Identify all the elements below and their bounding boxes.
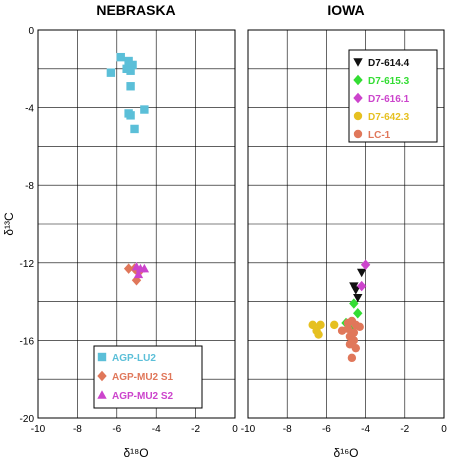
data-point bbox=[316, 320, 325, 330]
legend-label: D7-642.3 bbox=[368, 112, 410, 123]
data-point bbox=[126, 82, 135, 91]
legend-label: D7-614.4 bbox=[368, 58, 410, 69]
iowa-panel: IOWA -10 -8 -6 -4 -2 0 δ¹⁶O D7-614.4D7-615.3D… bbox=[241, 2, 447, 460]
panel-title: NEBRASKA bbox=[96, 2, 175, 18]
data-point bbox=[131, 275, 142, 286]
y-tick-label: 0 bbox=[28, 26, 34, 37]
data-point bbox=[128, 60, 137, 70]
x-tick-label: -2 bbox=[400, 424, 409, 435]
x-tick-label: -4 bbox=[152, 424, 161, 435]
data-point bbox=[349, 298, 359, 309]
y-tick-label: -20 bbox=[20, 414, 35, 425]
legend-marker bbox=[353, 58, 363, 67]
panel-title: IOWA bbox=[327, 2, 364, 18]
legend-label: AGP-MU2 S2 bbox=[112, 391, 174, 402]
x-tick-label: -8 bbox=[73, 424, 82, 435]
legend: AGP-LU2 AGP-MU2 S1 AGP-MU2 S2 bbox=[93, 345, 203, 409]
data-point bbox=[116, 52, 125, 62]
x-tick-label: -2 bbox=[191, 424, 200, 435]
data-point bbox=[351, 343, 360, 353]
tick-labels: -10 -8 -6 -4 -2 0 bbox=[241, 424, 447, 435]
y-axis-label: δ¹³C bbox=[2, 212, 16, 236]
grid-lines bbox=[37, 29, 236, 419]
nebraska-panel: NEBRASKA -10 -8 -6 -4 -2 00-4-8-12-16-20 δ¹⁸O… bbox=[2, 2, 238, 460]
x-axis-label: δ¹⁶O bbox=[334, 446, 359, 460]
data-points bbox=[308, 259, 371, 363]
legend-box bbox=[348, 49, 438, 143]
data-point bbox=[355, 322, 364, 332]
legend-label: D7-616.1 bbox=[368, 94, 410, 105]
data-point bbox=[356, 268, 367, 278]
data-point bbox=[343, 324, 353, 333]
legend-box bbox=[93, 345, 203, 409]
x-tick-label: -8 bbox=[283, 424, 292, 435]
x-tick-label: -10 bbox=[241, 424, 256, 435]
x-axis-label: δ¹⁸O bbox=[123, 446, 148, 460]
data-point bbox=[353, 308, 363, 319]
x-tick-label: -6 bbox=[322, 424, 331, 435]
legend-marker bbox=[353, 111, 363, 121]
data-point bbox=[139, 263, 150, 273]
data-point bbox=[133, 269, 144, 279]
legend-marker bbox=[353, 129, 363, 139]
legend-label: D7-615.3 bbox=[368, 76, 410, 87]
legend-label: LC-1 bbox=[368, 130, 391, 141]
x-tick-label: -6 bbox=[112, 424, 121, 435]
x-tick-label: -10 bbox=[31, 424, 46, 435]
legend-marker bbox=[97, 390, 107, 399]
legend-label: AGP-MU2 S1 bbox=[112, 372, 174, 383]
data-point bbox=[351, 286, 361, 295]
y-tick-label: -4 bbox=[25, 104, 34, 115]
legend-marker bbox=[353, 74, 363, 86]
data-point bbox=[330, 320, 339, 330]
data-points bbox=[106, 52, 150, 286]
legend-label: AGP-LU2 bbox=[112, 353, 156, 364]
data-point bbox=[314, 330, 323, 339]
data-point bbox=[353, 294, 363, 303]
legend-marker bbox=[353, 92, 363, 104]
data-point bbox=[106, 68, 116, 77]
data-point bbox=[123, 263, 134, 274]
y-tick-label: -16 bbox=[20, 336, 35, 347]
data-point bbox=[126, 111, 135, 120]
data-point bbox=[356, 280, 367, 292]
data-point bbox=[126, 66, 135, 75]
data-point bbox=[360, 259, 371, 270]
x-tick-label: -4 bbox=[361, 424, 370, 435]
y-tick-label: -12 bbox=[20, 259, 35, 270]
x-tick-label: 0 bbox=[441, 424, 447, 435]
data-point bbox=[347, 353, 357, 363]
y-tick-label: -8 bbox=[25, 181, 34, 192]
data-point bbox=[130, 124, 139, 134]
legend-marker bbox=[97, 370, 107, 382]
data-point bbox=[140, 105, 149, 114]
legend-marker bbox=[97, 352, 107, 362]
tick-labels: -10 -8 -6 -4 -2 00-4-8-12-16-20 bbox=[20, 26, 239, 435]
legend: D7-614.4 D7-615.3 D7-616.1 D7-642.3 LC-1 bbox=[348, 49, 438, 143]
x-tick-label: 0 bbox=[232, 424, 238, 435]
